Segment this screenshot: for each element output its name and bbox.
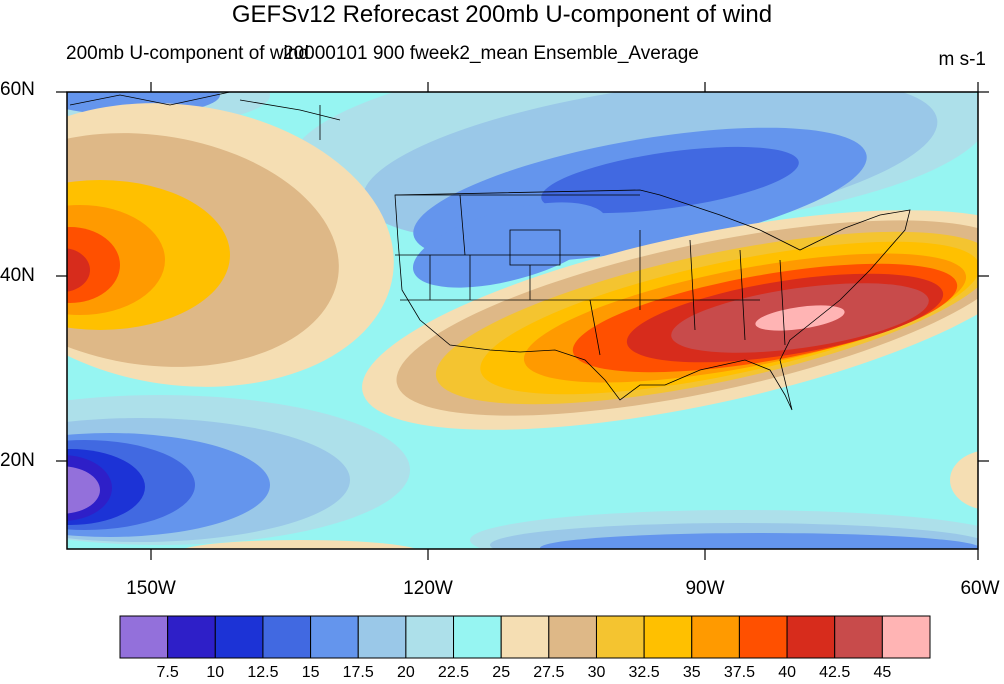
colorbar-tick-label: 37.5 [723,664,755,681]
colorbar-swatch [310,615,359,659]
lat-label-40n: 40N [0,265,35,286]
colorbar-tick-label: 45 [873,664,892,681]
colorbar-swatch [786,615,836,659]
colorbar-swatch [262,615,312,659]
colorbar-tick-label: 42.5 [819,664,851,681]
date-ensemble-subtitle: 20000101 900 fweek2_mean Ensemble_Averag… [283,43,699,64]
colorbar-tick-label: 17.5 [342,664,374,681]
lon-label-120w: 120W [403,578,453,599]
colorbar-swatch [643,615,693,659]
coastline-outline [69,92,911,411]
map-title: GEFSv12 Reforecast 200mb U-component of … [231,1,773,28]
colorbar-tick-label: 10 [206,664,225,681]
variable-subtitle: 200mb U-component of wind [66,43,309,64]
lon-label-90w: 90W [685,578,725,599]
lon-label-60w: 60W [960,578,1000,599]
colorbar [119,615,931,659]
map-ticks [56,82,989,560]
lat-label-20n: 20N [0,450,35,471]
colorbar-swatch [691,615,740,659]
colorbar-tick-label: 25 [492,664,511,681]
units-label: m s-1 [938,49,987,70]
colorbar-swatch [738,615,788,659]
colorbar-swatch [881,615,931,659]
colorbar-tick-label: 30 [587,664,606,681]
colorbar-swatch [834,615,883,659]
colorbar-tick-label: 32.5 [628,664,660,681]
colorbar-swatch [405,615,455,659]
colorbar-tick-label: 40 [778,664,796,681]
colorbar-swatch [500,615,550,659]
colorbar-tick-label: 7.5 [156,664,179,681]
colorbar-swatch [119,615,169,659]
colorbar-swatch [167,615,216,659]
colorbar-swatch [453,615,502,659]
colorbar-tick-label: 20 [396,664,415,681]
colorbar-swatch [595,615,645,659]
colorbar-tick-label: 27.5 [533,664,565,681]
contour-field [67,92,978,549]
colorbar-swatch [214,615,264,659]
colorbar-tick-label: 35 [682,664,701,681]
colorbar-swatch [548,615,597,659]
map-frame [66,91,979,550]
colorbar-tick-label: 15 [301,664,320,681]
colorbar-tick-label: 12.5 [247,664,279,681]
lon-label-150w: 150W [126,578,176,599]
colorbar-tick-label: 22.5 [437,664,470,681]
lat-label-60n: 60N [0,79,35,100]
colorbar-swatch [357,615,407,659]
